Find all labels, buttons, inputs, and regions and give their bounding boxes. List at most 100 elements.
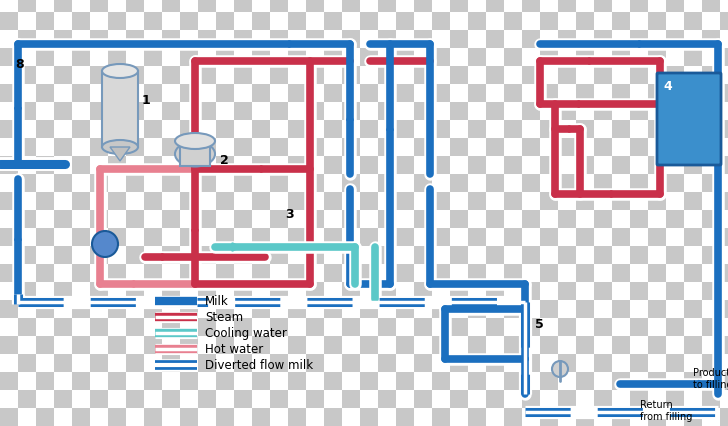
Bar (216, 282, 234, 300)
Bar (342, 390, 360, 408)
Bar (558, 354, 576, 372)
Bar (0, 318, 18, 336)
Bar (54, 67, 72, 85)
Bar (90, 0, 108, 13)
Bar (0, 0, 18, 13)
Bar (360, 13, 378, 31)
Bar (666, 103, 684, 121)
Bar (378, 282, 396, 300)
Bar (648, 157, 666, 175)
Bar (450, 318, 468, 336)
Bar (252, 318, 270, 336)
Bar (720, 49, 728, 67)
Bar (144, 85, 162, 103)
Bar (522, 13, 540, 31)
Bar (306, 246, 324, 265)
Bar (684, 282, 702, 300)
Bar (360, 103, 378, 121)
Bar (324, 265, 342, 282)
Bar (558, 318, 576, 336)
Bar (342, 265, 360, 282)
Bar (162, 228, 180, 246)
Bar (540, 318, 558, 336)
Bar (144, 300, 162, 318)
Bar (414, 157, 432, 175)
Bar (630, 318, 648, 336)
Bar (594, 282, 612, 300)
Bar (90, 31, 108, 49)
Bar (414, 103, 432, 121)
Bar (558, 13, 576, 31)
Bar (450, 0, 468, 13)
Bar (198, 157, 216, 175)
Bar (306, 372, 324, 390)
Bar (486, 265, 504, 282)
Bar (18, 210, 36, 228)
Bar (558, 103, 576, 121)
Bar (558, 372, 576, 390)
Bar (666, 31, 684, 49)
Bar (684, 67, 702, 85)
Bar (108, 31, 126, 49)
Bar (342, 175, 360, 193)
Bar (360, 246, 378, 265)
Bar (324, 175, 342, 193)
Bar (162, 103, 180, 121)
Bar (306, 282, 324, 300)
Bar (36, 390, 54, 408)
Bar (342, 121, 360, 139)
Bar (288, 193, 306, 210)
Bar (396, 372, 414, 390)
Bar (666, 372, 684, 390)
Bar (522, 103, 540, 121)
Bar (306, 354, 324, 372)
Bar (612, 282, 630, 300)
Bar (270, 300, 288, 318)
Bar (378, 13, 396, 31)
Bar (702, 336, 720, 354)
Bar (540, 372, 558, 390)
Bar (90, 354, 108, 372)
Bar (198, 67, 216, 85)
Bar (144, 228, 162, 246)
Bar (576, 300, 594, 318)
Bar (486, 228, 504, 246)
Bar (576, 157, 594, 175)
Bar (252, 31, 270, 49)
Bar (144, 282, 162, 300)
Bar (126, 67, 144, 85)
Bar (288, 354, 306, 372)
Bar (576, 228, 594, 246)
Bar (648, 193, 666, 210)
Bar (648, 390, 666, 408)
Bar (144, 67, 162, 85)
Bar (288, 49, 306, 67)
Bar (126, 49, 144, 67)
Text: Product
to filling: Product to filling (693, 367, 728, 389)
Bar (324, 336, 342, 354)
Bar (234, 157, 252, 175)
Bar (126, 336, 144, 354)
Bar (504, 139, 522, 157)
Bar (378, 390, 396, 408)
Bar (450, 390, 468, 408)
Bar (198, 49, 216, 67)
Bar (54, 139, 72, 157)
Bar (396, 336, 414, 354)
Bar (180, 103, 198, 121)
Bar (90, 121, 108, 139)
Bar (450, 246, 468, 265)
Bar (36, 228, 54, 246)
Bar (648, 265, 666, 282)
Bar (324, 13, 342, 31)
Bar (324, 318, 342, 336)
Bar (234, 228, 252, 246)
Bar (252, 228, 270, 246)
Bar (72, 121, 90, 139)
Bar (342, 228, 360, 246)
Bar (360, 31, 378, 49)
Bar (18, 85, 36, 103)
Bar (450, 157, 468, 175)
Bar (288, 282, 306, 300)
Bar (0, 300, 18, 318)
